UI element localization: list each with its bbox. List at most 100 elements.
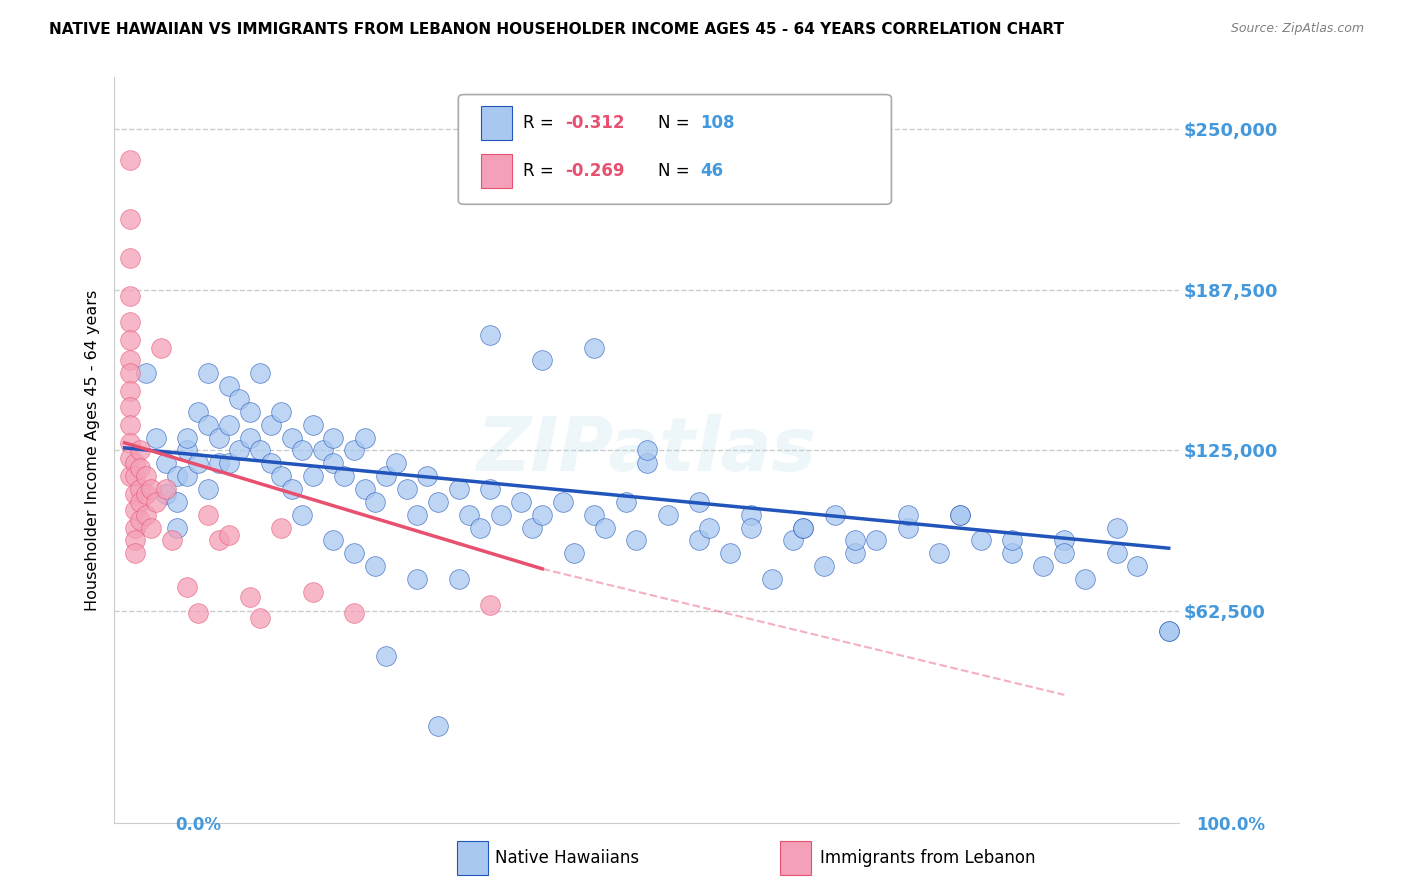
Point xyxy=(118,153,141,167)
Point xyxy=(260,417,283,432)
Point xyxy=(218,379,240,393)
Point xyxy=(395,482,418,496)
Point xyxy=(218,417,240,432)
Point xyxy=(1053,533,1076,548)
Point xyxy=(176,431,198,445)
Text: ZIPatlas: ZIPatlas xyxy=(477,414,817,487)
Point xyxy=(468,521,491,535)
Point xyxy=(197,417,219,432)
Text: Source: ZipAtlas.com: Source: ZipAtlas.com xyxy=(1230,22,1364,36)
Point xyxy=(489,508,512,522)
Point xyxy=(510,495,533,509)
Point xyxy=(322,431,344,445)
Point xyxy=(1126,559,1149,574)
Point xyxy=(118,333,141,347)
Point xyxy=(353,482,375,496)
Point xyxy=(160,533,183,548)
Point xyxy=(333,469,356,483)
Point xyxy=(124,469,146,483)
Point xyxy=(134,469,156,483)
Point xyxy=(139,521,162,535)
Point xyxy=(479,482,502,496)
Point xyxy=(187,405,209,419)
Point xyxy=(657,508,679,522)
Point xyxy=(118,289,141,303)
Point xyxy=(145,495,167,509)
Point xyxy=(239,431,262,445)
Point xyxy=(824,508,846,522)
Point xyxy=(782,533,804,548)
Point xyxy=(844,533,866,548)
Point xyxy=(1157,624,1180,638)
Point xyxy=(970,533,993,548)
Point xyxy=(636,443,658,458)
Point xyxy=(844,546,866,560)
Point xyxy=(207,456,229,470)
Point xyxy=(176,443,198,458)
Point xyxy=(374,649,396,664)
Point xyxy=(124,533,146,548)
Point xyxy=(406,572,429,586)
Point xyxy=(291,443,314,458)
Point xyxy=(416,469,439,483)
Point xyxy=(280,431,302,445)
Point xyxy=(207,533,229,548)
Point xyxy=(176,469,198,483)
Point xyxy=(118,315,141,329)
Point xyxy=(166,521,188,535)
Point xyxy=(343,443,366,458)
Point xyxy=(187,456,209,470)
Point xyxy=(239,590,262,604)
Point xyxy=(118,366,141,380)
Point xyxy=(124,456,146,470)
Point xyxy=(792,521,814,535)
Point xyxy=(688,495,710,509)
Point xyxy=(813,559,835,574)
Point xyxy=(322,533,344,548)
Point xyxy=(270,405,292,419)
Point xyxy=(1053,546,1076,560)
Point xyxy=(270,469,292,483)
Point xyxy=(176,580,198,594)
Point xyxy=(626,533,648,548)
Point xyxy=(301,417,323,432)
Point xyxy=(301,585,323,599)
Text: R =: R = xyxy=(523,114,560,132)
Point xyxy=(134,508,156,522)
Point xyxy=(118,417,141,432)
Point xyxy=(458,508,481,522)
Point xyxy=(928,546,950,560)
Point xyxy=(207,431,229,445)
Point xyxy=(479,327,502,342)
Point xyxy=(949,508,972,522)
Point xyxy=(197,482,219,496)
Text: N =: N = xyxy=(658,114,695,132)
Point xyxy=(1157,624,1180,638)
Text: 46: 46 xyxy=(700,162,723,180)
Point xyxy=(343,546,366,560)
Text: N =: N = xyxy=(658,162,695,180)
Point xyxy=(150,341,173,355)
Point xyxy=(761,572,783,586)
Point xyxy=(636,456,658,470)
Point xyxy=(447,572,470,586)
Point xyxy=(118,353,141,368)
Point xyxy=(740,508,762,522)
Point xyxy=(385,456,408,470)
Point xyxy=(792,521,814,535)
Point xyxy=(562,546,585,560)
Point xyxy=(364,559,387,574)
Point xyxy=(583,508,606,522)
Text: -0.269: -0.269 xyxy=(565,162,624,180)
Point xyxy=(118,384,141,399)
Point xyxy=(228,392,250,406)
Point xyxy=(280,482,302,496)
Point xyxy=(129,513,152,527)
Point xyxy=(322,456,344,470)
Point xyxy=(249,443,271,458)
Point xyxy=(531,353,554,368)
Point xyxy=(865,533,887,548)
Text: NATIVE HAWAIIAN VS IMMIGRANTS FROM LEBANON HOUSEHOLDER INCOME AGES 45 - 64 YEARS: NATIVE HAWAIIAN VS IMMIGRANTS FROM LEBAN… xyxy=(49,22,1064,37)
Point xyxy=(353,431,375,445)
Point xyxy=(124,502,146,516)
